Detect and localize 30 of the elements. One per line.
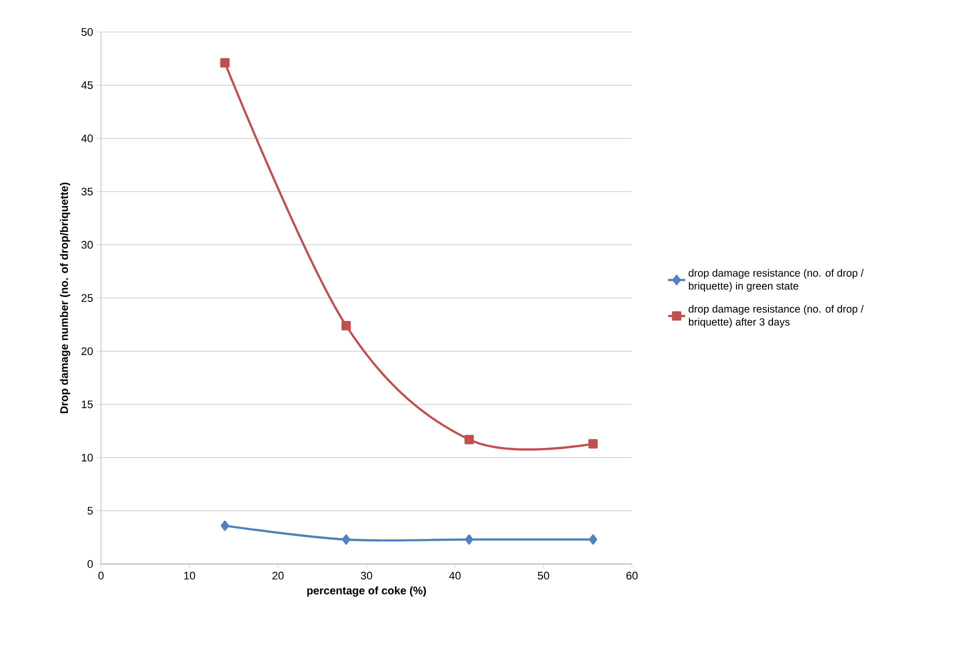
point — [588, 439, 598, 448]
x-tick-label: 20 — [272, 572, 284, 580]
point — [464, 434, 474, 444]
y-axis-title: Drop damage number (no. of drop/briquette) — [60, 182, 70, 414]
x-tick-label: 10 — [184, 572, 196, 580]
point — [588, 534, 598, 545]
y-tick-label: 0 — [88, 560, 93, 568]
x-tick-label: 30 — [360, 572, 372, 580]
point — [342, 534, 350, 545]
y-tick-label: 45 — [81, 81, 93, 90]
point — [341, 320, 351, 330]
x-axis-title: percentage of coke (%) — [307, 586, 426, 597]
y-tick-label: 35 — [81, 188, 93, 196]
legend-label: drop damage resistance (no. of drop / briquette) in green state — [688, 269, 864, 292]
point — [465, 534, 474, 545]
y-tick-label: 25 — [82, 294, 93, 302]
y-tick-label: 15 — [82, 400, 93, 408]
y-tick-label: 30 — [81, 240, 93, 249]
point — [220, 520, 229, 531]
x-tick-label: 60 — [626, 572, 638, 580]
x-tick-label: 40 — [449, 572, 461, 580]
y-tick-label: 10 — [82, 454, 93, 462]
point — [220, 58, 230, 68]
y-tick-label: 40 — [81, 134, 93, 142]
x-tick-label: 50 — [538, 572, 550, 580]
legend-label: drop damage resistance (no. of drop / briquette) after 3 days — [688, 304, 864, 328]
x-tick-label: 0 — [98, 572, 104, 580]
y-tick-label: 50 — [81, 28, 93, 36]
y-tick-label: 20 — [82, 347, 93, 356]
y-tick-label: 5 — [88, 506, 93, 515]
